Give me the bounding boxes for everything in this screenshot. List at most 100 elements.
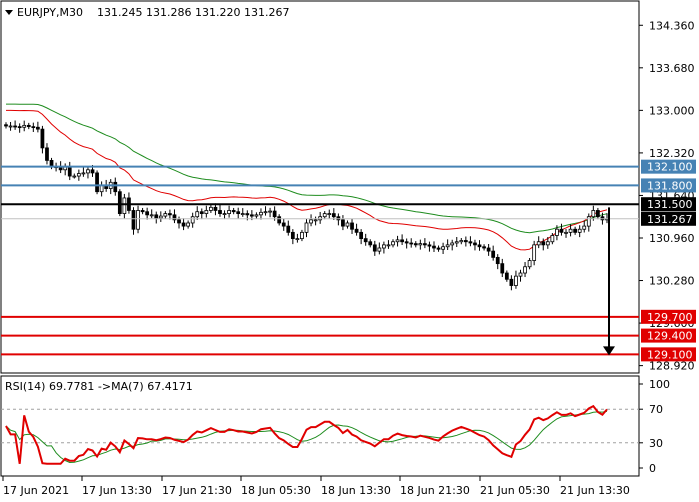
candle: [459, 237, 464, 245]
candle: [31, 122, 36, 133]
candle: [277, 214, 282, 226]
candle: [482, 244, 486, 251]
candle: [117, 189, 122, 217]
candle: [172, 209, 177, 224]
candle: [368, 239, 373, 248]
candle: [391, 239, 395, 248]
price-tick-label: 130.280: [649, 275, 695, 288]
candle: [350, 218, 354, 234]
candle: [441, 242, 445, 255]
candle: [541, 238, 546, 251]
candle: [209, 204, 213, 213]
candle: [523, 262, 527, 278]
level-label-box: [641, 309, 696, 324]
candle: [213, 203, 218, 216]
candle: [131, 207, 136, 235]
candle: [158, 211, 163, 222]
candle: [26, 122, 31, 130]
candle: [454, 236, 459, 247]
candle: [145, 207, 150, 220]
symbol-label: EURJPY,M30: [17, 6, 83, 19]
candle: [168, 209, 172, 220]
current-price-box: [641, 211, 696, 226]
candle: [359, 229, 364, 245]
level-label-box: [641, 159, 696, 174]
candle: [450, 239, 455, 251]
candle: [504, 270, 509, 282]
candle: [17, 123, 22, 133]
level-label: 131.800: [647, 179, 693, 192]
candle: [4, 122, 8, 129]
candle: [327, 209, 332, 219]
level-label: 129.100: [647, 348, 693, 361]
candle: [190, 212, 195, 228]
candle: [318, 211, 323, 224]
rsi-title: RSI(14) 69.7781 ->MA(7) 67.4171: [5, 380, 193, 393]
candle: [445, 239, 450, 251]
candle: [559, 223, 564, 236]
candle: [386, 240, 391, 249]
candle: [509, 275, 514, 291]
candle: [377, 242, 382, 255]
rsi-line: [5, 404, 608, 465]
price-tick-label: 133.680: [649, 62, 695, 75]
rsi-axis-label: 30: [649, 437, 663, 450]
candle: [81, 167, 86, 177]
candle: [495, 254, 500, 270]
rsi-ma-line: [5, 410, 608, 464]
candle: [550, 232, 555, 245]
time-axis-label: 18 Jun 13:30: [321, 484, 391, 497]
candle: [436, 245, 441, 252]
level-lines[interactable]: 132.100 131.800 131.500 129.700 129.400 129.1…: [1, 159, 696, 362]
candle: [422, 238, 427, 249]
candle: [564, 229, 568, 238]
candle: [181, 218, 186, 231]
candle: [573, 226, 578, 235]
candle: [527, 258, 532, 270]
level-label-box: [641, 197, 696, 212]
price-tick-label: 128.920: [649, 360, 695, 373]
price-tick-label: 132.320: [649, 147, 695, 160]
candle: [532, 240, 537, 266]
candle: [477, 240, 482, 251]
candle: [331, 208, 336, 220]
candle: [199, 208, 204, 220]
candle: [281, 218, 286, 231]
ohlc-values: 131.245 131.286 131.220 131.267: [97, 6, 289, 19]
candle: [322, 211, 327, 220]
candle: [300, 229, 304, 242]
candle: [354, 223, 359, 236]
level-label: 132.100: [647, 161, 693, 174]
time-axis-label: 17 Jun 2021: [3, 484, 69, 497]
candle: [72, 173, 77, 179]
candle: [22, 120, 27, 132]
candle: [413, 241, 418, 248]
candle: [295, 233, 300, 243]
candle: [236, 207, 241, 219]
candle: [372, 240, 377, 256]
candle: [545, 236, 550, 249]
rsi-levels: 100 70 30 0: [1, 378, 670, 475]
candle: [286, 220, 291, 236]
candle: [76, 169, 81, 181]
candle: [382, 241, 386, 254]
candle: [591, 205, 596, 221]
candle: [13, 120, 17, 130]
level-label: 129.400: [647, 330, 693, 343]
candle: [555, 225, 559, 241]
rsi-axis-label: 70: [649, 403, 663, 416]
candle: [186, 220, 191, 229]
candle: [204, 205, 209, 218]
rsi-panel[interactable]: [0, 375, 640, 477]
time-axis-label: 17 Jun 13:30: [82, 484, 152, 497]
candle: [95, 170, 99, 195]
candle: [86, 166, 90, 179]
candle: [468, 236, 473, 247]
time-axis-label: 21 Jun 05:30: [480, 484, 550, 497]
candle: [427, 241, 432, 252]
triangle-down-icon[interactable]: [5, 10, 13, 15]
candle: [268, 207, 272, 218]
candle: [309, 214, 313, 227]
price-tick-label: 130.960: [649, 232, 695, 245]
